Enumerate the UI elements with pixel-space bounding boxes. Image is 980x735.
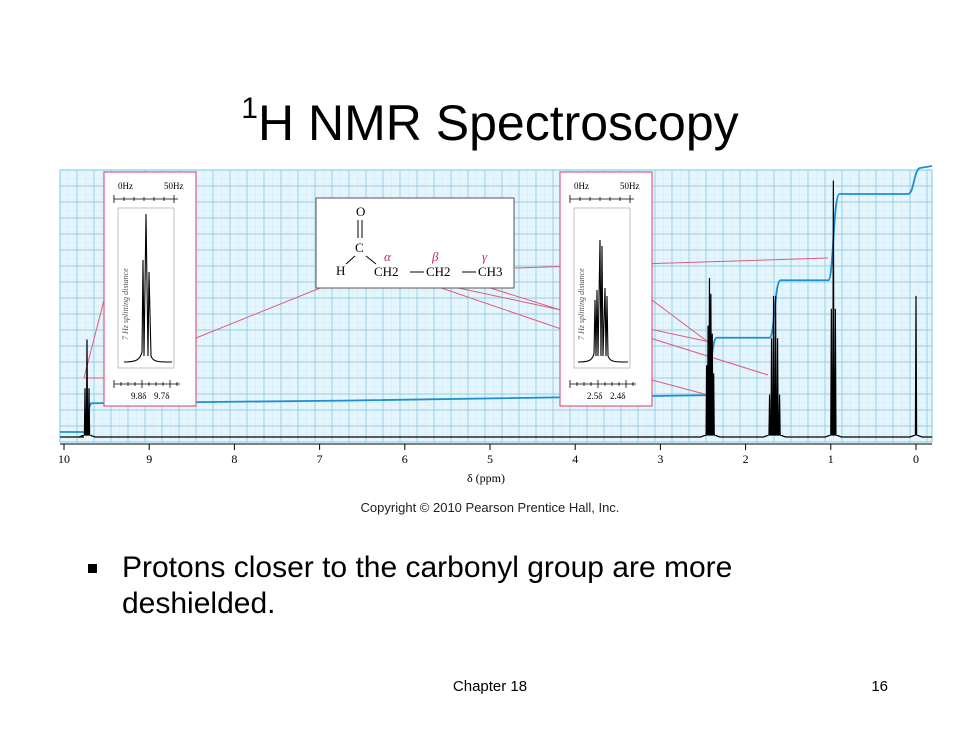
butanal-structure: O C H α β γ CH2 CH2 CH3 — [315, 197, 515, 289]
inset-alpha-2.4: 2.4δ — [610, 391, 626, 401]
x-tick-label: 2 — [743, 452, 749, 466]
bond-C-CH2 — [365, 255, 377, 265]
atom-H: H — [336, 263, 345, 278]
connector-line — [651, 379, 709, 396]
inset-alpha-top-scale — [569, 195, 634, 203]
inset-aldehyde: 0Hz 50Hz 7 Hz splitting distance 9.8δ 9.… — [103, 171, 197, 407]
x-tick-label: 10 — [58, 452, 70, 466]
inset-aldehyde-9.7: 9.7δ — [154, 391, 170, 401]
page-number: 16 — [871, 678, 888, 695]
greek-alpha: α — [384, 249, 392, 264]
inset-alpha-side-label: 7 Hz splitting distance — [577, 268, 586, 340]
inset-alpha: 0Hz 50Hz 7 Hz splitting distance 2.5δ 2.… — [559, 171, 653, 407]
inset-aldehyde-50hz: 50Hz — [164, 181, 184, 191]
connector-line — [651, 299, 709, 343]
inset-aldehyde-0hz: 0Hz — [118, 181, 133, 191]
title-superscript: 1 — [241, 92, 258, 125]
inset-alpha-peaks — [577, 239, 629, 363]
inset-aldehyde-top-scale — [113, 195, 178, 203]
bullet-text: Protons closer to the carbonyl group are… — [122, 551, 733, 620]
copyright-text: Copyright © 2010 Pearson Prentice Hall, … — [360, 500, 620, 515]
x-tick-label: 4 — [572, 452, 578, 466]
x-tick-label: 6 — [402, 452, 408, 466]
atom-C: C — [355, 240, 364, 255]
inset-alpha-2.5: 2.5δ — [587, 391, 603, 401]
x-tick-label: 1 — [828, 452, 834, 466]
x-tick-label: 3 — [657, 452, 663, 466]
inset-alpha-0hz: 0Hz — [574, 181, 589, 191]
group-ch2-alpha: CH2 — [374, 264, 399, 279]
group-ch2-beta: CH2 — [426, 264, 451, 279]
inset-aldehyde-peaks — [123, 213, 173, 363]
double-bond — [357, 220, 363, 238]
inset-aldehyde-9.8: 9.8δ — [131, 391, 147, 401]
atom-O: O — [356, 204, 365, 219]
x-axis: 10 9 8 7 6 5 4 3 2 1 0 — [58, 443, 932, 466]
inset-aldehyde-bottom-scale — [113, 380, 180, 388]
grid-border — [59, 169, 933, 443]
inset-alpha-50hz: 50Hz — [620, 181, 640, 191]
bond-C-H — [345, 255, 356, 265]
x-tick-label: 8 — [231, 452, 237, 466]
x-tick-label: 5 — [487, 452, 493, 466]
greek-beta: β — [431, 249, 439, 264]
footer-chapter: Chapter 18 — [452, 678, 528, 695]
inset-alpha-bottom-scale — [569, 380, 636, 388]
structure-frame — [315, 197, 515, 289]
inset-aldehyde-side-label: 7 Hz splitting distance — [121, 268, 130, 340]
bullet-square-icon — [88, 564, 97, 573]
slide-title: 1H NMR Spectroscopy — [0, 92, 980, 152]
title-text: H NMR Spectroscopy — [257, 95, 739, 151]
x-tick-label: 7 — [317, 452, 323, 466]
x-tick-label: 9 — [146, 452, 152, 466]
greek-gamma: γ — [482, 249, 488, 264]
x-tick-label: 0 — [913, 452, 919, 466]
x-axis-label: δ (ppm) — [467, 471, 505, 485]
group-ch3-gamma: CH3 — [478, 264, 503, 279]
spectrum-line — [60, 180, 932, 438]
